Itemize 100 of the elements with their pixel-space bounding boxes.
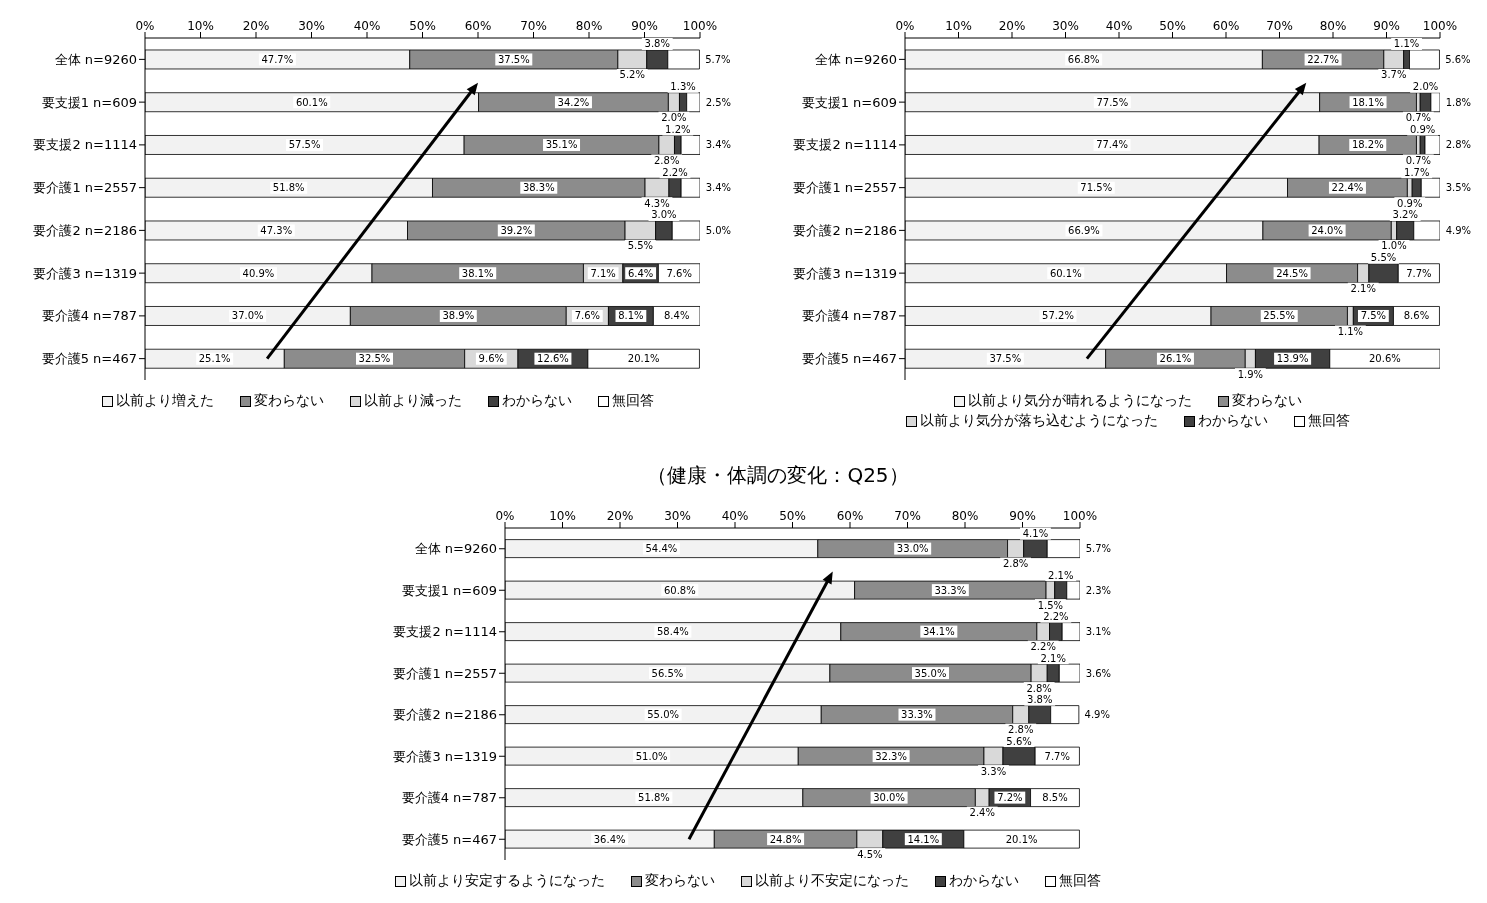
data-label: 71.5%	[1080, 182, 1113, 194]
y-tick-label: 要介護2 n=2186	[393, 707, 497, 723]
legend-label: 以前より減った	[363, 392, 462, 410]
x-tick-label: 90%	[631, 19, 658, 33]
data-label: 37.5%	[989, 353, 1022, 365]
y-tick-label: 要支援2 n=1114	[793, 137, 897, 153]
data-label: 2.2%	[1030, 641, 1056, 653]
x-tick-label: 90%	[1373, 19, 1400, 33]
legend-label: 変わらない	[253, 392, 324, 410]
data-label: 40.9%	[242, 267, 275, 279]
data-label: 3.6%	[1085, 667, 1112, 679]
data-label: 0.7%	[1405, 112, 1432, 124]
x-tick-label: 100%	[1062, 509, 1098, 523]
data-label: 3.1%	[1085, 626, 1112, 638]
data-label: 77.5%	[1096, 96, 1129, 108]
data-label: 3.5%	[1445, 182, 1472, 194]
data-label: 1.3%	[670, 81, 696, 93]
data-label: 25.1%	[198, 353, 231, 365]
data-label: 2.8%	[1026, 682, 1052, 694]
data-label: 57.5%	[288, 139, 321, 151]
data-label: 35.1%	[545, 139, 578, 151]
data-label: 2.8%	[1002, 558, 1029, 570]
x-tick-label: 60%	[464, 19, 492, 33]
legend-label: 以前より気分が晴れるようになった	[967, 392, 1192, 410]
data-label: 3.4%	[705, 139, 732, 151]
data-label: 18.1%	[1352, 96, 1384, 108]
data-label: 2.1%	[1040, 652, 1066, 664]
data-label: 54.4%	[645, 543, 678, 555]
x-tick-label: 30%	[298, 19, 325, 33]
data-label: 7.6%	[666, 267, 692, 279]
data-label: 2.1%	[1048, 569, 1074, 581]
data-label: 12.6%	[537, 353, 569, 365]
legend-label: 無回答	[1058, 872, 1101, 890]
data-label: 13.9%	[1276, 353, 1309, 365]
data-label: 2.4%	[969, 807, 995, 819]
y-tick-label: 要介護4 n=787	[401, 790, 497, 806]
data-label: 4.3%	[644, 197, 670, 209]
data-label: 38.1%	[461, 267, 494, 279]
data-label: 2.0%	[1412, 81, 1439, 93]
x-tick-label: 30%	[664, 509, 691, 523]
x-tick-label: 40%	[353, 19, 381, 33]
data-label: 2.8%	[1008, 724, 1034, 736]
data-label: 5.7%	[1085, 543, 1112, 555]
data-label: 7.2%	[997, 792, 1023, 804]
legend-label: 以前より増えた	[115, 392, 214, 410]
y-tick-label: 要介護3 n=1319	[793, 265, 897, 281]
data-label: 38.3%	[522, 182, 555, 194]
data-label: 35.0%	[914, 667, 947, 679]
y-tick-label: 要介護1 n=2557	[393, 665, 497, 681]
y-tick-label: 要支援2 n=1114	[33, 137, 137, 153]
data-label: 24.8%	[769, 833, 802, 845]
data-label: 47.3%	[260, 224, 293, 236]
data-label: 20.6%	[1369, 353, 1401, 365]
legend-label: わからない	[1197, 412, 1268, 430]
x-tick-label: 0%	[495, 509, 515, 523]
y-tick-label: 要介護4 n=787	[801, 308, 897, 324]
y-tick-label: 要支援2 n=1114	[393, 624, 497, 640]
legend-label: 変わらない	[1231, 392, 1302, 410]
data-label: 3.4%	[705, 182, 732, 194]
data-label: 24.0%	[1311, 224, 1344, 236]
data-label: 8.4%	[663, 310, 690, 322]
legend-label: 以前より不安定になった	[754, 872, 909, 890]
legend-label: 変わらない	[644, 872, 715, 890]
data-label: 2.8%	[654, 154, 680, 166]
data-label: 34.1%	[922, 626, 955, 638]
x-tick-label: 80%	[951, 509, 979, 523]
x-tick-label: 30%	[1052, 19, 1079, 33]
data-label: 3.3%	[980, 765, 1007, 777]
data-label: 4.9%	[1084, 709, 1110, 721]
legend-label: わからない	[501, 392, 572, 410]
data-label: 51.8%	[638, 792, 670, 804]
x-tick-label: 20%	[998, 19, 1026, 33]
y-tick-label: 全体 n=9260	[814, 51, 897, 67]
data-label: 3.0%	[651, 209, 677, 221]
data-label: 57.2%	[1042, 310, 1074, 322]
data-label: 1.0%	[1381, 240, 1407, 252]
data-label: 39.2%	[500, 224, 533, 236]
data-label: 66.8%	[1067, 53, 1100, 65]
data-label: 5.7%	[705, 53, 731, 65]
legend-label: 以前より安定するようになった	[408, 872, 605, 890]
data-label: 2.1%	[1350, 283, 1376, 295]
y-tick-label: 全体 n=9260	[54, 51, 137, 67]
data-label: 6.4%	[627, 267, 654, 279]
data-label: 9.6%	[478, 353, 505, 365]
data-label: 24.5%	[1276, 267, 1308, 279]
x-tick-label: 80%	[1319, 19, 1347, 33]
data-label: 1.1%	[1393, 38, 1420, 50]
data-label: 7.7%	[1044, 750, 1070, 762]
data-label: 7.1%	[590, 267, 616, 279]
x-tick-label: 10%	[549, 509, 576, 523]
x-tick-label: 40%	[1105, 19, 1133, 33]
data-label: 0.9%	[1409, 123, 1436, 135]
data-label: 22.4%	[1331, 182, 1364, 194]
data-label: 25.5%	[1263, 310, 1296, 322]
data-label: 3.2%	[1392, 209, 1418, 221]
y-tick-label: 要支援1 n=609	[41, 94, 137, 110]
data-label: 66.9%	[1068, 224, 1100, 236]
data-label: 20.1%	[627, 353, 660, 365]
data-label: 58.4%	[657, 626, 689, 638]
data-label: 37.0%	[231, 310, 264, 322]
